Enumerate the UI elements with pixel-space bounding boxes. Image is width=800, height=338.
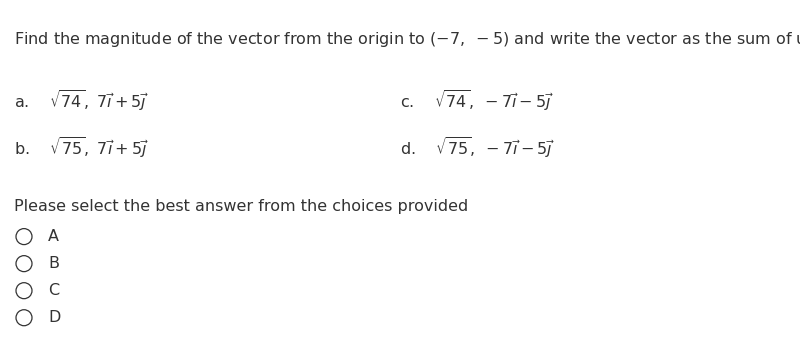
Text: C: C [48,283,59,298]
Text: d.    $\sqrt{75},\ -7\vec{\imath}-5\vec{\jmath}$: d. $\sqrt{75},\ -7\vec{\imath}-5\vec{\jm… [400,135,555,160]
Text: B: B [48,256,59,271]
Text: b.    $\sqrt{75},\ 7\vec{\imath}+5\vec{\jmath}$: b. $\sqrt{75},\ 7\vec{\imath}+5\vec{\jma… [14,135,150,160]
Text: a.    $\sqrt{74},\ 7\vec{\imath}+5\vec{\jmath}$: a. $\sqrt{74},\ 7\vec{\imath}+5\vec{\jma… [14,88,150,113]
Text: D: D [48,310,60,325]
Text: Please select the best answer from the choices provided: Please select the best answer from the c… [14,199,469,214]
Text: Find the magnitude of the vector from the origin to $\left(-7,\ -5\right)$ and w: Find the magnitude of the vector from th… [14,30,800,49]
Text: c.    $\sqrt{74},\ -7\vec{\imath}-5\vec{\jmath}$: c. $\sqrt{74},\ -7\vec{\imath}-5\vec{\jm… [400,88,554,113]
Text: A: A [48,229,59,244]
